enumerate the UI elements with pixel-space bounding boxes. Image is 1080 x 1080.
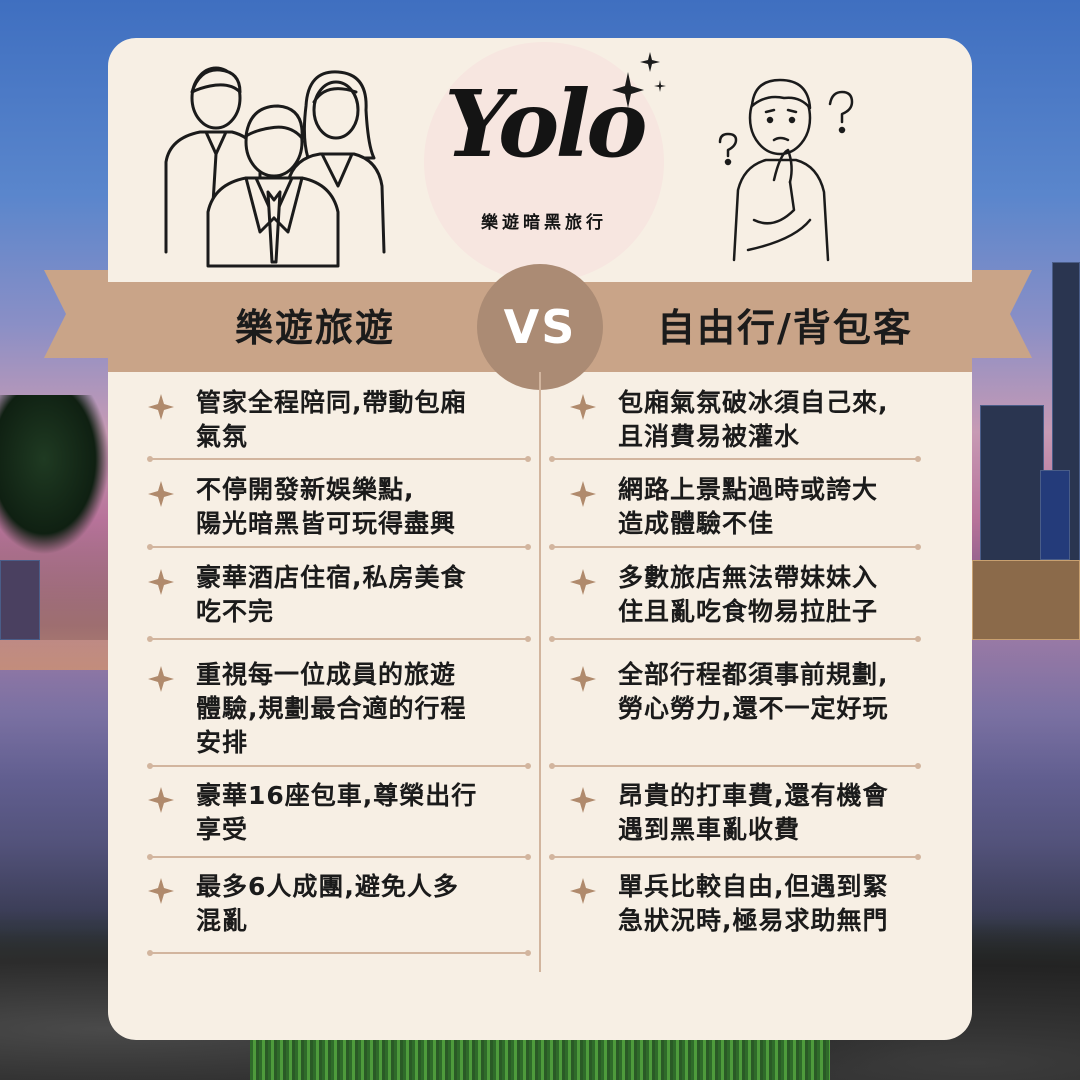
row-divider <box>147 456 531 462</box>
item-line: 體驗,規劃最合適的行程 <box>196 694 467 723</box>
item-line: 包廂氣氛破冰須自己來, <box>618 388 889 417</box>
list-item: 昂貴的打車費,還有機會 遇到黑車亂收費 <box>570 779 889 847</box>
row-divider <box>549 636 921 642</box>
vs-badge: VS <box>477 264 603 390</box>
item-line: 急狀況時,極易求助無門 <box>618 906 889 935</box>
item-line: 安排 <box>196 728 249 757</box>
list-item: 單兵比較自由,但遇到緊 急狀況時,極易求助無門 <box>570 870 889 938</box>
item-line: 多數旅店無法帶妹妹入 <box>618 563 879 592</box>
list-item: 豪華酒店住宿,私房美食 吃不完 <box>148 561 467 629</box>
business-team-icon <box>164 66 386 268</box>
item-line: 豪華酒店住宿,私房美食 <box>196 563 467 592</box>
row-divider <box>147 544 531 550</box>
four-point-star-icon <box>148 787 174 813</box>
background-building <box>0 560 40 640</box>
list-item: 重視每一位成員的旅遊 體驗,規劃最合適的行程 安排 <box>148 658 467 760</box>
list-item: 豪華16座包車,尊榮出行 享受 <box>148 779 477 847</box>
list-item: 全部行程都須事前規劃, 勞心勞力,還不一定好玩 <box>570 658 889 726</box>
row-divider <box>147 636 531 642</box>
row-divider <box>147 854 531 860</box>
item-line: 且消費易被灌水 <box>618 422 801 451</box>
background-building <box>980 405 1044 565</box>
list-item: 包廂氣氛破冰須自己來, 且消費易被灌水 <box>570 386 889 454</box>
item-line: 全部行程都須事前規劃, <box>618 660 889 689</box>
right-column-title: 自由行/背包客 <box>657 306 913 350</box>
background-tree <box>0 395 110 555</box>
item-line: 享受 <box>196 815 249 844</box>
logo-subtitle: 樂遊暗黑旅行 <box>481 213 607 233</box>
list-item: 管家全程陪同,帶動包廂 氣氛 <box>148 386 467 454</box>
logo-background <box>424 42 664 282</box>
item-line: 管家全程陪同,帶動包廂 <box>196 388 467 417</box>
four-point-star-icon <box>570 878 596 904</box>
item-line: 住且亂吃食物易拉肚子 <box>618 597 879 626</box>
left-column-title: 樂遊旅遊 <box>234 306 395 350</box>
sparkle-icon <box>612 52 666 108</box>
item-line: 重視每一位成員的旅遊 <box>196 660 457 689</box>
four-point-star-icon <box>570 666 596 692</box>
item-line: 遇到黑車亂收費 <box>618 815 801 844</box>
four-point-star-icon <box>148 666 174 692</box>
item-line: 最多6人成團,避免人多 <box>196 872 459 901</box>
row-divider <box>549 854 921 860</box>
logo: Yolo <box>444 70 647 178</box>
four-point-star-icon <box>148 569 174 595</box>
list-item: 最多6人成團,避免人多 混亂 <box>148 870 459 938</box>
list-item: 網路上景點過時或誇大 造成體驗不佳 <box>570 473 878 541</box>
item-line: 網路上景點過時或誇大 <box>618 475 879 504</box>
item-line: 豪華16座包車,尊榮出行 <box>196 781 478 810</box>
four-point-star-icon <box>148 394 174 420</box>
item-line: 單兵比較自由,但遇到緊 <box>618 872 889 901</box>
confused-man-icon <box>718 78 854 262</box>
background-grass <box>250 1040 830 1080</box>
four-point-star-icon <box>570 481 596 507</box>
row-divider <box>549 456 921 462</box>
item-line: 吃不完 <box>196 597 275 626</box>
item-line: 混亂 <box>196 906 249 935</box>
four-point-star-icon <box>570 394 596 420</box>
item-line: 昂貴的打車費,還有機會 <box>618 781 889 810</box>
item-line: 氣氛 <box>196 422 249 451</box>
item-line: 造成體驗不佳 <box>618 509 775 538</box>
four-point-star-icon <box>148 481 174 507</box>
item-line: 陽光暗黑皆可玩得盡興 <box>196 509 457 538</box>
four-point-star-icon <box>570 787 596 813</box>
vs-label: VS <box>503 300 577 354</box>
background-building <box>1040 470 1070 560</box>
item-line: 勞心勞力,還不一定好玩 <box>618 694 889 723</box>
row-divider <box>147 763 531 769</box>
list-item: 不停開發新娛樂點, 陽光暗黑皆可玩得盡興 <box>148 473 456 541</box>
row-divider <box>549 544 921 550</box>
background-building <box>972 560 1080 640</box>
four-point-star-icon <box>570 569 596 595</box>
four-point-star-icon <box>148 878 174 904</box>
row-divider <box>549 763 921 769</box>
column-divider <box>539 372 541 972</box>
list-item: 多數旅店無法帶妹妹入 住且亂吃食物易拉肚子 <box>570 561 878 629</box>
row-divider <box>147 950 531 956</box>
item-line: 不停開發新娛樂點, <box>196 475 415 504</box>
